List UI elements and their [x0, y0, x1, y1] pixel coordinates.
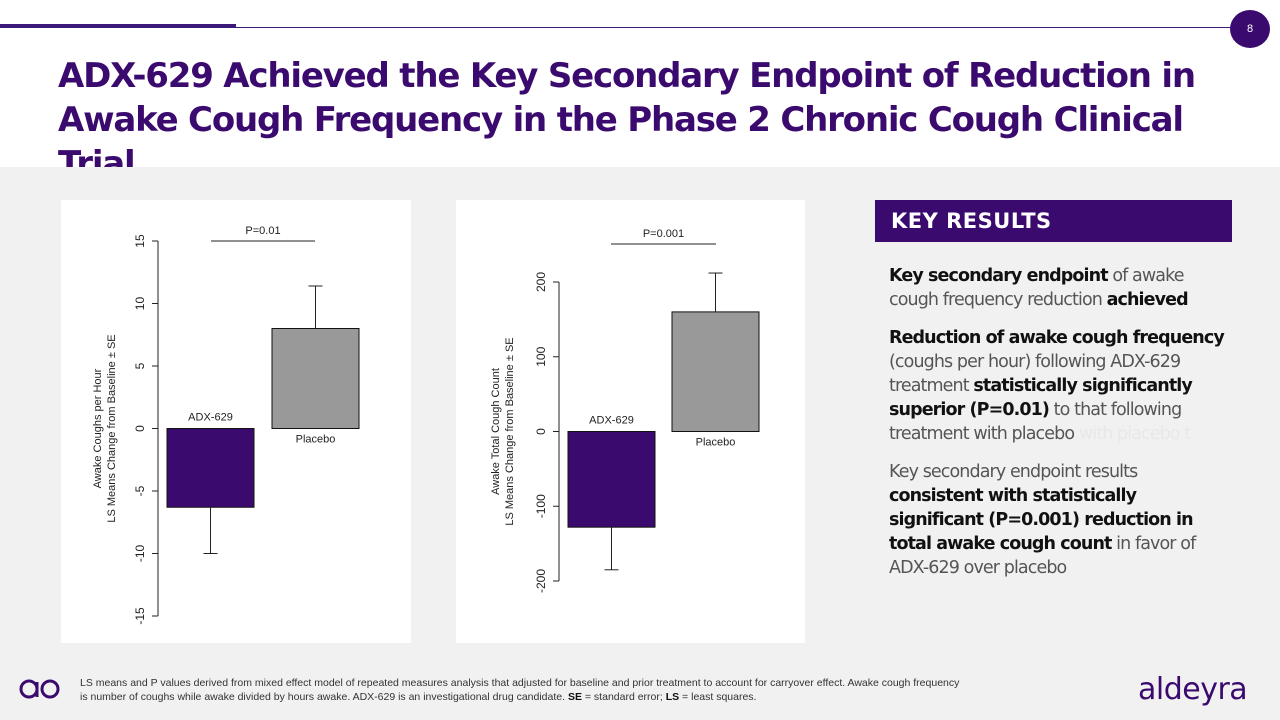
key-results-text: Key secondary endpoint of awake cough fr…	[889, 264, 1234, 594]
key-result-2-text2: to that following treatment with placebo	[889, 400, 1182, 444]
y-axis-label-line-2: LS Means Change from Baseline ± SE	[106, 334, 118, 522]
y-tick-label: -10	[133, 545, 147, 563]
aldeyra-mark-icon	[19, 679, 60, 699]
category-label-placebo: Placebo	[296, 434, 336, 446]
footnote: LS means and P values derived from mixed…	[80, 676, 960, 704]
y-tick-label: 200	[534, 272, 548, 292]
category-label-placebo: Placebo	[696, 437, 736, 449]
y-axis-label-line-1: Awake Coughs per Hour	[92, 368, 104, 488]
key-result-2: Reduction of awake cough frequency (coug…	[889, 326, 1234, 446]
pvalue-label: P=0.001	[643, 228, 684, 240]
y-tick-label: -15	[133, 607, 147, 625]
y-tick-label: -5	[133, 485, 147, 496]
page-title: ADX-629 Achieved the Key Secondary Endpo…	[58, 54, 1238, 186]
y-axis-label-line-2: LS Means Change from Baseline ± SE	[504, 337, 516, 525]
key-result-3-bold: consistent with statistically significan…	[889, 486, 1194, 554]
page-number-badge: 8	[1230, 10, 1270, 48]
bar-placebo	[271, 328, 360, 429]
key-result-3: Key secondary endpoint results consisten…	[889, 460, 1234, 580]
chart-total-cough-count: 200 100 0 -100 -200 Awake Total Cough Count LS…	[490, 228, 760, 593]
key-result-1-text: of awake cough frequency reduction	[889, 266, 1184, 310]
footnote-se: SE	[567, 691, 582, 703]
y-axis-label-line-1: Awake Total Cough Count	[490, 368, 502, 495]
y-tick-label: 10	[133, 297, 147, 311]
key-result-2-bold: Reduction of awake cough frequency	[889, 328, 1225, 348]
y-tick-label: 0	[133, 425, 147, 432]
bar-adx-629	[166, 428, 255, 508]
y-tick-label: 100	[534, 346, 548, 366]
y-tick-label: 15	[133, 234, 147, 248]
chart-cough-frequency: 15 10 5 0 -5 -10 -15 Awake Coughs per Hour LS Me…	[92, 225, 360, 625]
y-tick-label: 0	[534, 428, 548, 435]
y-tick-label: -200	[534, 569, 548, 593]
key-result-1: Key secondary endpoint of awake cough fr…	[889, 264, 1234, 312]
footnote-ls-def: = least squares.	[679, 691, 757, 703]
footnote-se-def: = standard error;	[581, 691, 666, 703]
brand-logo: aldeyra	[1138, 672, 1248, 707]
pvalue-label: P=0.01	[245, 225, 280, 237]
key-result-1-bold2: achieved	[1106, 290, 1189, 310]
key-result-2-text: (coughs per hour) following ADX-629 trea…	[889, 352, 1181, 396]
bar-adx-629	[567, 431, 656, 528]
category-label-adx-629: ADX-629	[188, 412, 233, 424]
key-result-3-text: in favor of ADX-629 over placebo	[889, 534, 1196, 578]
top-divider-line	[236, 27, 1236, 28]
key-result-2-bold2: statistically significantly superior (P=…	[889, 376, 1193, 420]
footnote-text: LS means and P values derived from mixed…	[80, 677, 960, 703]
footnote-ls: LS	[665, 691, 680, 703]
key-results-header: KEY RESULTS	[875, 200, 1232, 242]
chart-panel-total-cough-count: 200 100 0 -100 -200 Awake Total Cough Count LS…	[456, 200, 805, 643]
y-tick-label: 5	[133, 362, 147, 369]
y-tick-label: -100	[534, 494, 548, 518]
key-result-3-start: Key secondary endpoint results	[889, 462, 1138, 482]
top-accent-bar	[0, 24, 236, 28]
title-line-2: Awake Cough Frequency in the Phase 2 Chr…	[58, 100, 1184, 184]
key-result-1-bold: Key secondary endpoint	[889, 266, 1109, 286]
bar-placebo	[671, 311, 760, 432]
chart-panel-cough-frequency: 15 10 5 0 -5 -10 -15 Awake Coughs per Hour LS Me…	[61, 200, 411, 643]
key-result-2-ghost-text: with placebo t	[1074, 424, 1191, 444]
title-line-1: ADX-629 Achieved the Key Secondary Endpo…	[58, 56, 1196, 96]
category-label-adx-629: ADX-629	[589, 415, 634, 427]
